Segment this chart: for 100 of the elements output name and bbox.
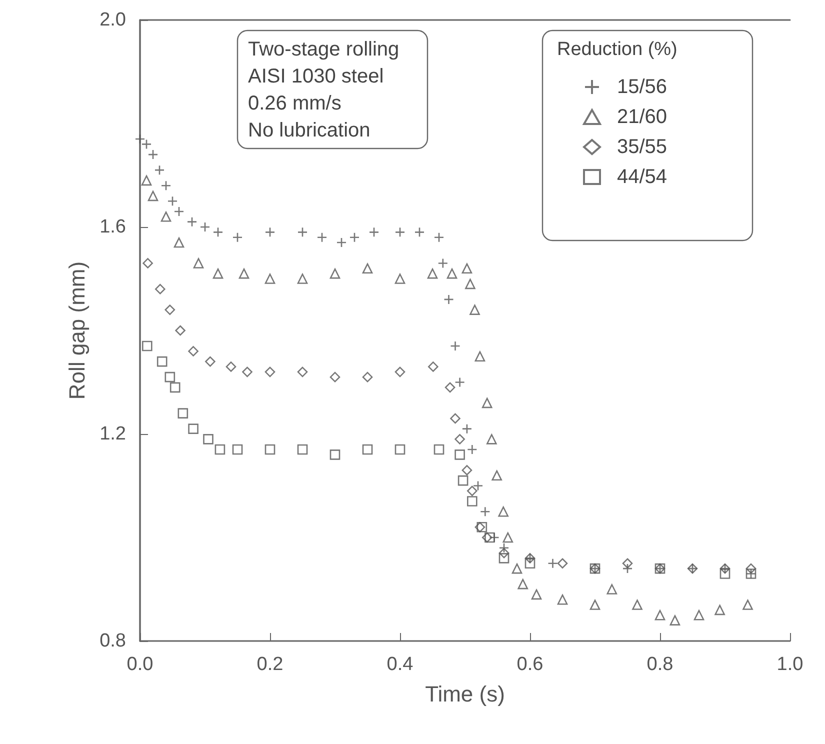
- point: [232, 444, 243, 455]
- point: [188, 346, 198, 356]
- point: [502, 532, 514, 543]
- point: [330, 372, 340, 382]
- point: [484, 532, 495, 543]
- point: [622, 558, 633, 569]
- point: [226, 362, 236, 372]
- x-tick-label: 0.6: [516, 654, 544, 675]
- point: [297, 274, 308, 284]
- y-tick-label: 0.8: [100, 630, 126, 652]
- y-tick-label: 2.0: [100, 10, 126, 30]
- annotation: No lubrication: [248, 120, 370, 142]
- point: [518, 578, 528, 590]
- point: [694, 610, 704, 620]
- point: [486, 434, 497, 444]
- point: [454, 450, 465, 460]
- point: [142, 340, 152, 352]
- x-tick-label: 0.8: [646, 654, 674, 675]
- point: [212, 268, 224, 279]
- point: [193, 258, 204, 268]
- point: [454, 434, 465, 444]
- point: [264, 366, 276, 378]
- point: [742, 600, 753, 610]
- point: [470, 304, 480, 315]
- legend-label: 35/55: [617, 136, 668, 158]
- point: [434, 444, 444, 455]
- point: [462, 263, 472, 274]
- annotation: Two-stage rolling: [248, 38, 400, 60]
- point: [297, 444, 308, 455]
- point: [428, 362, 438, 372]
- point: [362, 263, 373, 274]
- point: [178, 408, 188, 418]
- x-tick-label: 1.0: [776, 654, 804, 675]
- point: [362, 372, 373, 382]
- legend-label: 44/54: [617, 166, 668, 188]
- point: [141, 175, 152, 186]
- x-tick-label: 0.4: [386, 654, 414, 675]
- point: [474, 351, 486, 362]
- point: [362, 444, 373, 455]
- point: [238, 268, 250, 279]
- point: [557, 558, 568, 569]
- point: [444, 382, 456, 393]
- point: [160, 212, 172, 222]
- point: [492, 470, 502, 481]
- legend-title: Reduction (%): [557, 39, 678, 60]
- point: [632, 600, 642, 610]
- point: [467, 486, 478, 496]
- point: [394, 366, 406, 378]
- point: [174, 237, 184, 248]
- point: [170, 382, 180, 393]
- x-tick-label: 0.2: [256, 654, 284, 675]
- point: [142, 258, 153, 268]
- point: [164, 304, 176, 315]
- point: [670, 615, 680, 626]
- point: [297, 366, 308, 378]
- point: [720, 568, 730, 579]
- point: [188, 424, 198, 434]
- point: [512, 563, 522, 574]
- point: [450, 413, 460, 424]
- point: [446, 268, 458, 279]
- point: [330, 450, 340, 460]
- point: [498, 506, 508, 517]
- point: [482, 398, 492, 408]
- point: [175, 325, 186, 336]
- point: [606, 584, 618, 594]
- y-tick-label: 1.6: [100, 216, 126, 238]
- point: [467, 496, 478, 506]
- annotation: 0.26 mm/s: [248, 92, 342, 114]
- point: [242, 366, 252, 378]
- y-axis-title: Roll gap (mm): [64, 261, 90, 400]
- point: [465, 278, 476, 290]
- point: [498, 553, 510, 564]
- point: [531, 589, 542, 600]
- point: [746, 563, 756, 574]
- point: [394, 274, 406, 284]
- point: [427, 268, 438, 279]
- point: [557, 594, 568, 605]
- point: [654, 610, 666, 620]
- x-tick-label: 0.0: [126, 654, 154, 675]
- point: [590, 600, 600, 610]
- y-tick-label: 1.2: [100, 424, 126, 444]
- point: [330, 268, 340, 279]
- point: [214, 444, 226, 455]
- point: [155, 284, 166, 294]
- x-axis-title: Time (s): [425, 682, 505, 706]
- point: [394, 444, 406, 455]
- point: [156, 356, 168, 367]
- annotation: AISI 1030 steel: [248, 66, 384, 88]
- point: [164, 372, 176, 382]
- point: [524, 558, 536, 569]
- point: [264, 274, 276, 284]
- point: [462, 465, 472, 476]
- point: [203, 434, 214, 444]
- point: [458, 475, 468, 486]
- point: [264, 444, 276, 455]
- legend-label: 21/60: [617, 106, 668, 128]
- point: [714, 604, 725, 616]
- point: [498, 548, 510, 558]
- point: [148, 190, 158, 202]
- point: [205, 356, 216, 367]
